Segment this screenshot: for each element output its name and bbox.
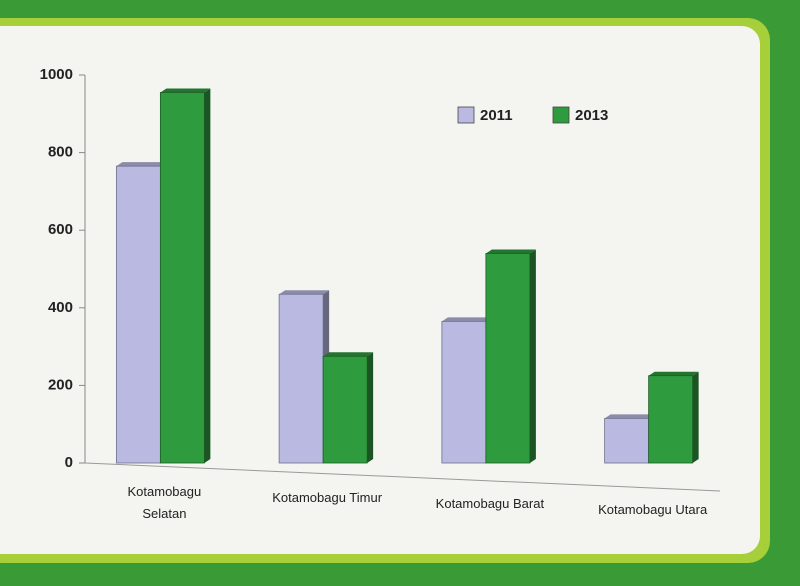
bar bbox=[278, 293, 324, 464]
bar bbox=[604, 417, 650, 464]
bar-top bbox=[323, 352, 374, 357]
legend-swatch bbox=[552, 106, 570, 124]
x-tick-label: Kotamobagu Barat bbox=[435, 496, 545, 511]
x-tick-label: Kotamobagu Selatan bbox=[127, 484, 202, 521]
y-tick-label: 400 bbox=[48, 299, 73, 316]
y-tick-label: 800 bbox=[48, 144, 73, 161]
y-tick-label: 200 bbox=[48, 376, 73, 393]
bar bbox=[485, 253, 531, 464]
bar-top bbox=[604, 414, 655, 419]
legend-label: 2013 bbox=[575, 107, 608, 124]
y-tick-label: 600 bbox=[48, 221, 73, 238]
bar-top bbox=[279, 290, 330, 295]
bar bbox=[115, 165, 161, 464]
legend-swatch bbox=[457, 106, 475, 124]
bar bbox=[648, 375, 694, 464]
bar-side bbox=[204, 88, 211, 464]
bar bbox=[322, 355, 368, 464]
x-tick-label: Kotamobagu Utara bbox=[598, 502, 708, 517]
bar-top bbox=[648, 371, 699, 376]
bar-side bbox=[367, 352, 374, 463]
y-tick-label: 0 bbox=[65, 454, 73, 471]
bar-top bbox=[160, 88, 211, 93]
bar bbox=[159, 92, 205, 464]
bar-top bbox=[441, 317, 492, 322]
legend-label: 2011 bbox=[480, 107, 513, 124]
bar-side bbox=[529, 249, 536, 463]
x-tick-label: Kotamobagu Timur bbox=[272, 490, 383, 505]
bar bbox=[441, 320, 487, 464]
panel bbox=[0, 26, 760, 554]
bar-top bbox=[116, 162, 167, 167]
x-axis bbox=[84, 462, 721, 492]
bar-side bbox=[692, 371, 699, 463]
bar-top bbox=[485, 249, 536, 254]
y-tick-label: 1000 bbox=[40, 66, 73, 83]
